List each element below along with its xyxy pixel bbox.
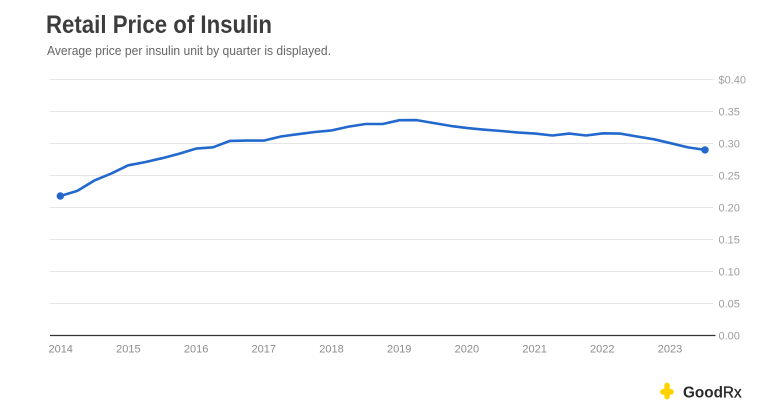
svg-text:2014: 2014 [48, 344, 72, 356]
svg-text:2015: 2015 [116, 344, 140, 356]
svg-text:2019: 2019 [387, 344, 411, 356]
svg-text:2020: 2020 [455, 344, 479, 356]
svg-text:0.30: 0.30 [719, 139, 740, 151]
svg-text:2017: 2017 [252, 344, 276, 356]
svg-text:0.20: 0.20 [719, 203, 740, 215]
svg-text:2021: 2021 [522, 344, 546, 356]
svg-text:0.35: 0.35 [719, 107, 740, 119]
svg-text:2016: 2016 [184, 344, 208, 356]
svg-text:2022: 2022 [590, 344, 614, 356]
svg-text:0.05: 0.05 [719, 299, 740, 311]
svg-text:0.10: 0.10 [719, 267, 740, 279]
svg-text:2023: 2023 [658, 344, 682, 356]
svg-text:2018: 2018 [319, 344, 343, 356]
svg-text:GoodRx: GoodRx [683, 384, 742, 401]
svg-text:0.15: 0.15 [719, 235, 740, 247]
svg-text:0.25: 0.25 [719, 171, 740, 183]
svg-text:0.00: 0.00 [719, 331, 740, 343]
svg-text:$0.40: $0.40 [719, 75, 747, 87]
